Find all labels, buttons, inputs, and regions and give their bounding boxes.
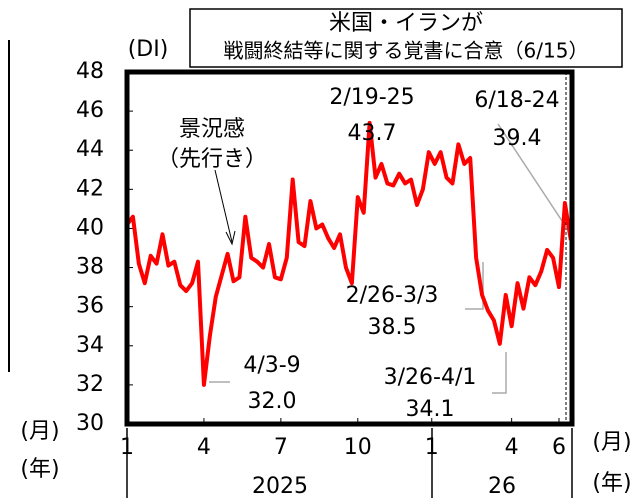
y-tick-label: 36 (76, 294, 104, 319)
y-tick-label: 48 (76, 59, 104, 84)
y-tick-label: 32 (76, 372, 104, 397)
y-tick-label: 40 (76, 215, 104, 240)
annotation: 2/19-25 (329, 85, 414, 110)
plot-frame (124, 69, 575, 427)
annotation: 38.5 (368, 315, 417, 340)
x-tick-label: 4 (197, 435, 211, 460)
x-tick-label: 7 (274, 435, 288, 460)
annotation: 34.1 (406, 397, 455, 422)
x-tick-label: 1 (425, 435, 439, 460)
annotation: 39.4 (493, 126, 542, 151)
data-line (125, 120, 573, 387)
year-label: 26 (488, 474, 516, 498)
header-line: 米国・イランが (329, 11, 483, 36)
month-unit: (月) (592, 430, 631, 455)
annotation: 32.0 (248, 389, 297, 414)
annotation: 43.7 (348, 121, 397, 146)
y-tick-label: 46 (76, 98, 104, 123)
y-unit: (DI) (128, 37, 169, 62)
x-tick-label: 10 (344, 435, 372, 460)
annotation: 3/26-4/1 (384, 365, 477, 390)
arrowhead (225, 230, 236, 246)
x-tick-label: 4 (505, 435, 519, 460)
arrow (214, 169, 233, 243)
annotation: 6/18-24 (474, 88, 559, 113)
y-tick-label: 30 (76, 411, 104, 436)
annotation: 2/26-3/3 (346, 283, 439, 308)
header-line: 戦闘終結等に関する覚書に合意（6/15） (224, 39, 589, 63)
year-label: 2025 (252, 474, 308, 498)
x-tick-label: 6 (552, 435, 566, 460)
annotation: 4/3-9 (243, 353, 300, 378)
leader (497, 123, 573, 237)
year-unit: (年) (592, 471, 631, 496)
year-unit: (年) (20, 457, 59, 482)
x-tick-label: 1 (120, 435, 134, 460)
leader (492, 352, 507, 394)
header-box (189, 8, 623, 68)
annotation: 景況感 (179, 117, 245, 142)
y-tick-label: 38 (76, 255, 104, 280)
annotations (209, 123, 573, 394)
y-tick-label: 44 (76, 137, 104, 162)
y-tick-label: 42 (76, 176, 104, 201)
annotation: （先行き） (157, 147, 267, 172)
leader (465, 262, 484, 310)
y-tick-label: 34 (76, 333, 104, 358)
month-unit: (月) (20, 419, 59, 444)
